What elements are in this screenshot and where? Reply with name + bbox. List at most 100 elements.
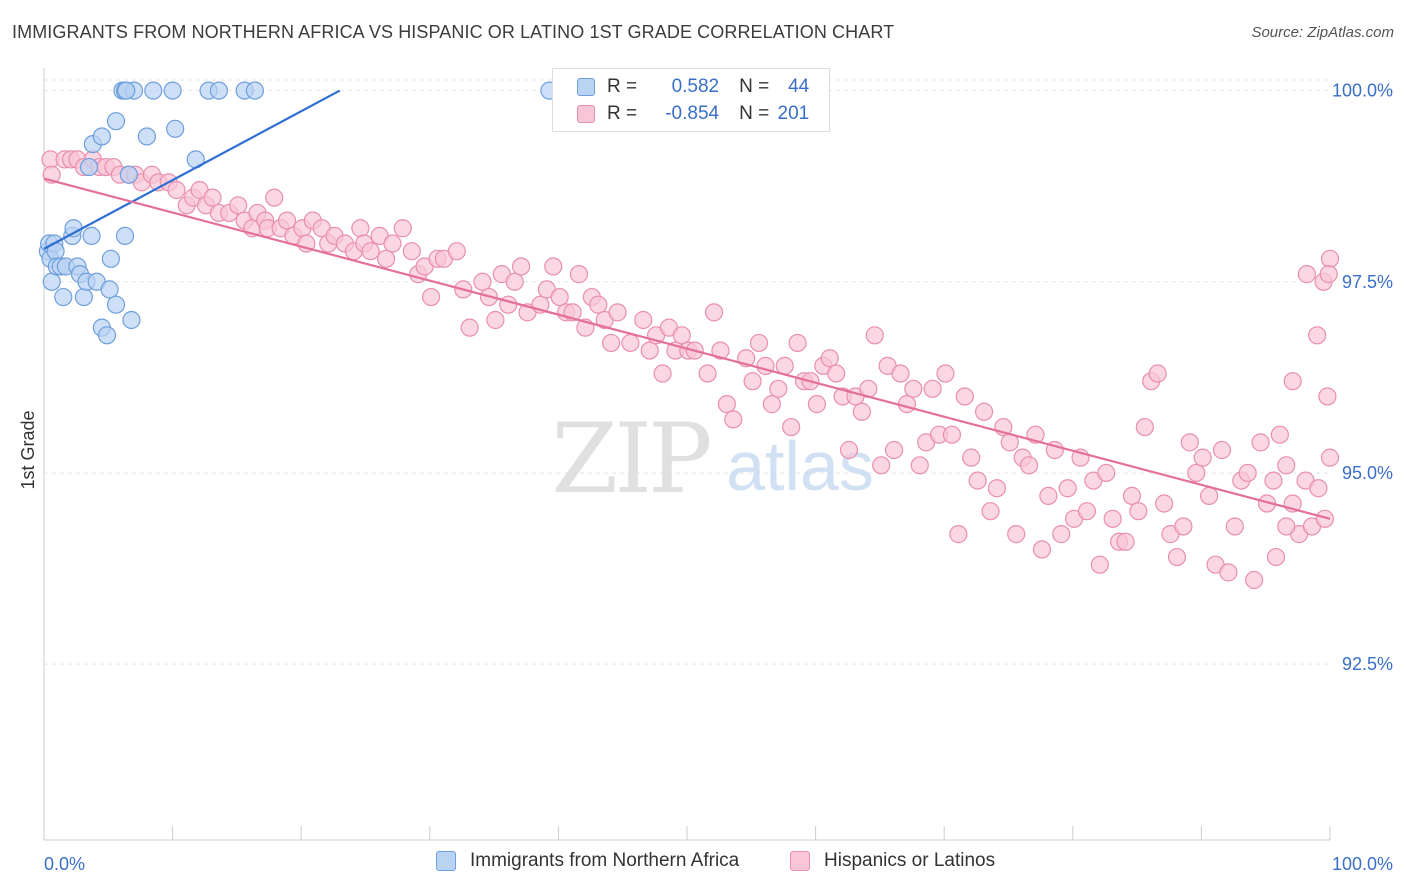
hispanics-point [884, 440, 904, 460]
hispanics-point [277, 211, 297, 230]
immigrants-point [106, 295, 126, 314]
hispanics-point [361, 242, 380, 261]
hispanics-point [788, 333, 807, 353]
r-label-pink: R = [607, 103, 638, 124]
hispanics-point [1116, 532, 1135, 551]
hispanics-point [1266, 547, 1286, 567]
immigrants-point [100, 280, 119, 299]
source-label: Source: ZipAtlas.com [1251, 24, 1394, 41]
hispanics-point [1219, 563, 1238, 582]
hispanics-point [698, 364, 717, 383]
hispanics-point [1039, 486, 1058, 505]
hispanics-point [505, 272, 524, 291]
hispanics-point [1052, 525, 1071, 544]
hispanics-point [955, 387, 974, 406]
immigrants-point [122, 310, 141, 330]
hispanics-point [393, 219, 412, 238]
r-label-blue: R = [607, 76, 638, 97]
immigrants-point [106, 112, 126, 131]
stats-row-pink: R = -0.854 N = 201 [553, 100, 809, 128]
hispanics-point [589, 295, 608, 314]
hispanics-point [1187, 463, 1206, 483]
stats-legend: R = 0.582 N = 44 R = -0.854 N = 201 [552, 68, 830, 132]
hispanics-point [653, 364, 672, 383]
hispanics-point [1135, 417, 1154, 437]
hispanics-point [910, 456, 929, 475]
immigrants-point [166, 119, 185, 138]
hispanics-point [782, 417, 801, 437]
y-tick-label: 100.0% [1332, 81, 1393, 101]
hispanics-point [1167, 547, 1187, 567]
x-tick-label: 100.0% [1332, 854, 1393, 874]
legend-label-hispanics: Hispanics or Latinos [824, 850, 996, 871]
hispanics-point [351, 219, 370, 238]
hispanics-point [640, 341, 659, 360]
hispanics-point [904, 379, 923, 398]
hispanics-point [1277, 456, 1296, 475]
hispanics-point [827, 364, 846, 383]
r-value-blue: 0.582 [671, 76, 720, 97]
hispanics-point [949, 525, 968, 544]
hispanics-point [1212, 440, 1232, 460]
hispanics-point [807, 395, 826, 414]
y-tick-label: 92.5% [1342, 654, 1393, 674]
hispanics-point [839, 440, 859, 460]
y-axis-title: 1st Grade [18, 410, 38, 489]
hispanics-point [1245, 570, 1264, 590]
y-tick-label: 97.5% [1342, 272, 1393, 292]
hispanics-point [229, 196, 248, 215]
hispanics-point [602, 333, 621, 353]
hispanics-point [865, 326, 884, 345]
stats-row-blue: R = 0.582 N = 44 [553, 73, 809, 101]
hispanics-point [550, 287, 569, 307]
hispanics-point [167, 180, 186, 200]
hispanics-point [1200, 486, 1219, 505]
immigrants-point [54, 287, 73, 307]
hispanics-point [1297, 265, 1316, 284]
n-label-blue: N = [739, 76, 770, 97]
hispanics-point [891, 364, 910, 383]
hispanics-point [383, 234, 402, 253]
hispanics-point [1193, 448, 1212, 467]
hispanics-point [1122, 486, 1142, 505]
hispanics-point [1264, 471, 1283, 490]
hispanics-point [987, 479, 1007, 498]
x-tick-label: 0.0% [44, 854, 85, 874]
hispanics-point [769, 379, 788, 398]
hispanics-point [1320, 249, 1340, 268]
hispanics-point [1315, 509, 1334, 528]
hispanics-point [1148, 364, 1167, 383]
hispanics-point [634, 310, 653, 330]
immigrants-point [82, 226, 101, 245]
hispanics-point [897, 395, 917, 414]
immigrants-point [115, 226, 135, 245]
hispanics-point [1032, 540, 1052, 559]
n-value-blue: 44 [788, 76, 810, 97]
hispanics-point [762, 395, 781, 414]
immigrants-point [92, 127, 111, 146]
r-value-pink: -0.854 [665, 103, 720, 124]
hispanics-point [711, 341, 730, 360]
hispanics-point [1251, 433, 1270, 452]
n-label-pink: N = [739, 103, 770, 124]
immigrants-point [42, 272, 61, 291]
hispanics-point [1238, 463, 1257, 483]
hispanics-point [1270, 425, 1289, 444]
hispanics-point [717, 395, 736, 414]
hispanics-point [724, 410, 743, 429]
hispanics-point [1155, 494, 1174, 513]
hispanics-point [1320, 448, 1340, 467]
hispanics-point [486, 310, 505, 330]
hispanics-point [1103, 509, 1122, 528]
hispanics-point [265, 188, 284, 207]
hispanics-point [608, 303, 627, 322]
immigrants-point [144, 81, 163, 100]
immigrants-trend-line [43, 89, 341, 250]
hispanics-point [1283, 372, 1302, 391]
hispanics-point [1007, 525, 1026, 544]
hispanics-point [1319, 265, 1338, 284]
hispanics-point [942, 425, 962, 444]
hispanics-point [1097, 463, 1116, 483]
hispanics-point [376, 249, 396, 268]
